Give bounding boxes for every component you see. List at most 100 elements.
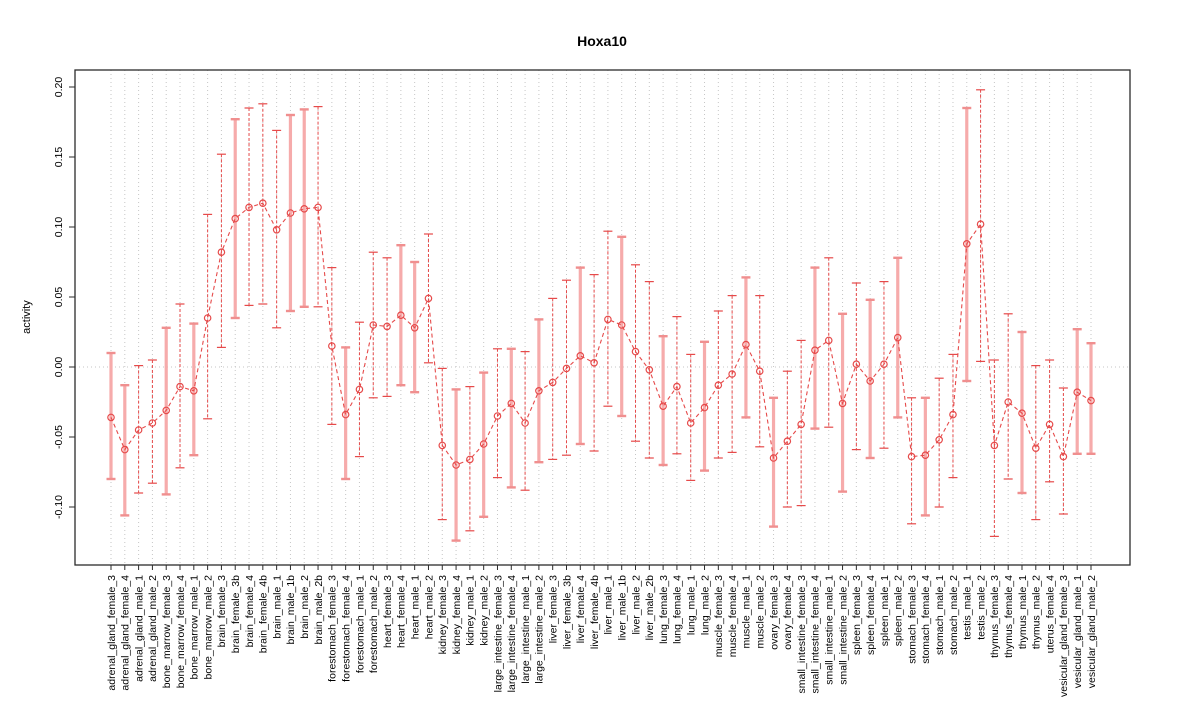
x-tick-label: large_intestine_female_3	[492, 575, 504, 692]
x-tick-label: small_intestine_male_2	[837, 575, 849, 685]
data-point	[907, 452, 916, 461]
data-point	[1073, 388, 1081, 397]
data-point	[659, 402, 667, 411]
data-point	[328, 342, 336, 350]
x-tick-label: muscle_female_4	[727, 575, 739, 657]
data-point	[507, 399, 516, 408]
data-point	[1045, 420, 1054, 429]
data-point	[548, 378, 557, 387]
data-point	[962, 240, 971, 248]
x-tick-label: vesicular_gland_female_3	[1058, 575, 1070, 697]
x-tick-label: adrenal_gland_female_4	[120, 575, 132, 691]
x-tick-label: stomach_female_4	[920, 575, 932, 664]
x-tick-label: liver_male_1	[603, 575, 615, 635]
data-point	[134, 426, 143, 434]
x-tick-label: muscle_male_1	[741, 575, 753, 649]
data-point	[452, 461, 460, 469]
x-tick-label: spleen_male_2	[893, 575, 905, 646]
data-point	[466, 455, 474, 464]
x-tick-label: spleen_male_1	[879, 575, 891, 646]
x-tick-label: liver_female_4	[575, 575, 587, 643]
x-tick-label: brain_male_2b	[313, 575, 325, 645]
series-line	[110, 202, 1092, 466]
data-point	[604, 315, 612, 324]
y-tick-label: 0.05	[53, 287, 65, 308]
data-point	[728, 370, 736, 378]
data-point	[314, 203, 322, 212]
x-tick-label: bone_marrow_female_3	[161, 575, 173, 688]
data-point	[921, 451, 930, 460]
data-point	[617, 321, 626, 329]
data-point	[686, 419, 695, 427]
data-point	[410, 323, 419, 332]
x-tick-label: small_intestine_male_1	[824, 575, 836, 685]
data-point	[935, 435, 943, 444]
axes	[69, 69, 1131, 570]
x-tick-label: brain_female_4	[244, 575, 256, 648]
x-tick-label: stomach_female_3	[906, 575, 918, 664]
x-tick-label: lung_male_2	[699, 575, 711, 635]
plot-border	[74, 69, 1131, 566]
data-point	[535, 386, 543, 395]
y-tick-label: 0.15	[53, 147, 65, 168]
x-tick-label: spleen_female_3	[851, 575, 863, 655]
x-tick-label: testis_male_1	[962, 575, 974, 640]
y-axis-label: activity	[21, 300, 33, 334]
data-point	[397, 311, 405, 320]
x-tick-label: vesicular_gland_male_2	[1086, 575, 1098, 688]
data-point	[245, 203, 253, 212]
data-point	[866, 377, 874, 385]
x-tick-label: kidney_male_2	[478, 575, 490, 646]
data-point	[383, 322, 391, 331]
data-point	[300, 205, 309, 213]
chart-static-text: Hoxa10 activity	[21, 33, 627, 334]
data-point	[755, 367, 764, 376]
data-point	[369, 321, 378, 329]
x-tick-label: stomach_male_1	[934, 575, 946, 655]
x-tick-label: lung_female_4	[672, 575, 684, 644]
data-point	[217, 248, 226, 257]
data-point	[797, 420, 805, 429]
x-tick-label: bone_marrow_male_2	[202, 575, 214, 680]
x-tick-label: thymus_male_2	[1031, 575, 1043, 649]
data-point	[231, 214, 240, 223]
x-tick-label: bone_marrow_female_4	[175, 575, 187, 688]
data-point	[949, 410, 957, 419]
data-point	[1004, 398, 1012, 406]
x-tick-label: bone_marrow_male_1	[189, 575, 201, 680]
data-point	[341, 410, 350, 419]
x-tick-label: muscle_female_3	[713, 575, 725, 657]
data-point	[272, 226, 281, 234]
data-point	[1031, 444, 1040, 453]
x-tick-label: thymus_female_3	[989, 575, 1001, 658]
x-tick-label: forestomach_male_1	[354, 575, 366, 673]
data-point	[121, 445, 129, 454]
data-point	[424, 294, 433, 303]
x-tick-label: forestomach_female_4	[340, 575, 352, 682]
y-axis-tick-labels: -0.10 -0.05 0.00 0.05 0.10 0.15 0.20	[53, 77, 65, 519]
x-tick-label: liver_female_3b	[561, 575, 573, 649]
x-tick-label: uterus_female_4	[1044, 575, 1056, 653]
x-tick-label: small_intestine_female_4	[810, 575, 822, 694]
x-tick-label: forestomach_female_3	[327, 575, 339, 682]
data-point	[438, 441, 447, 450]
x-tick-label: large_intestine_female_4	[506, 575, 518, 692]
data-point	[259, 199, 267, 208]
chart-title: Hoxa10	[577, 33, 627, 49]
data-point	[880, 360, 888, 369]
x-tick-label: brain_female_3b	[230, 575, 242, 653]
x-tick-label: liver_male_1b	[617, 575, 629, 641]
x-tick-label: forestomach_male_2	[368, 575, 380, 673]
data-point	[976, 220, 985, 229]
data-point	[521, 419, 529, 427]
data-point	[838, 399, 847, 408]
x-tick-label: heart_female_3	[382, 575, 394, 648]
data-point	[190, 386, 198, 395]
x-tick-label: stomach_male_2	[948, 575, 960, 655]
x-tick-label: brain_male_1b	[285, 575, 297, 645]
y-tick-label: 0.20	[53, 77, 65, 98]
x-tick-label: heart_male_1	[409, 575, 421, 639]
x-tick-label: muscle_male_2	[755, 575, 767, 649]
